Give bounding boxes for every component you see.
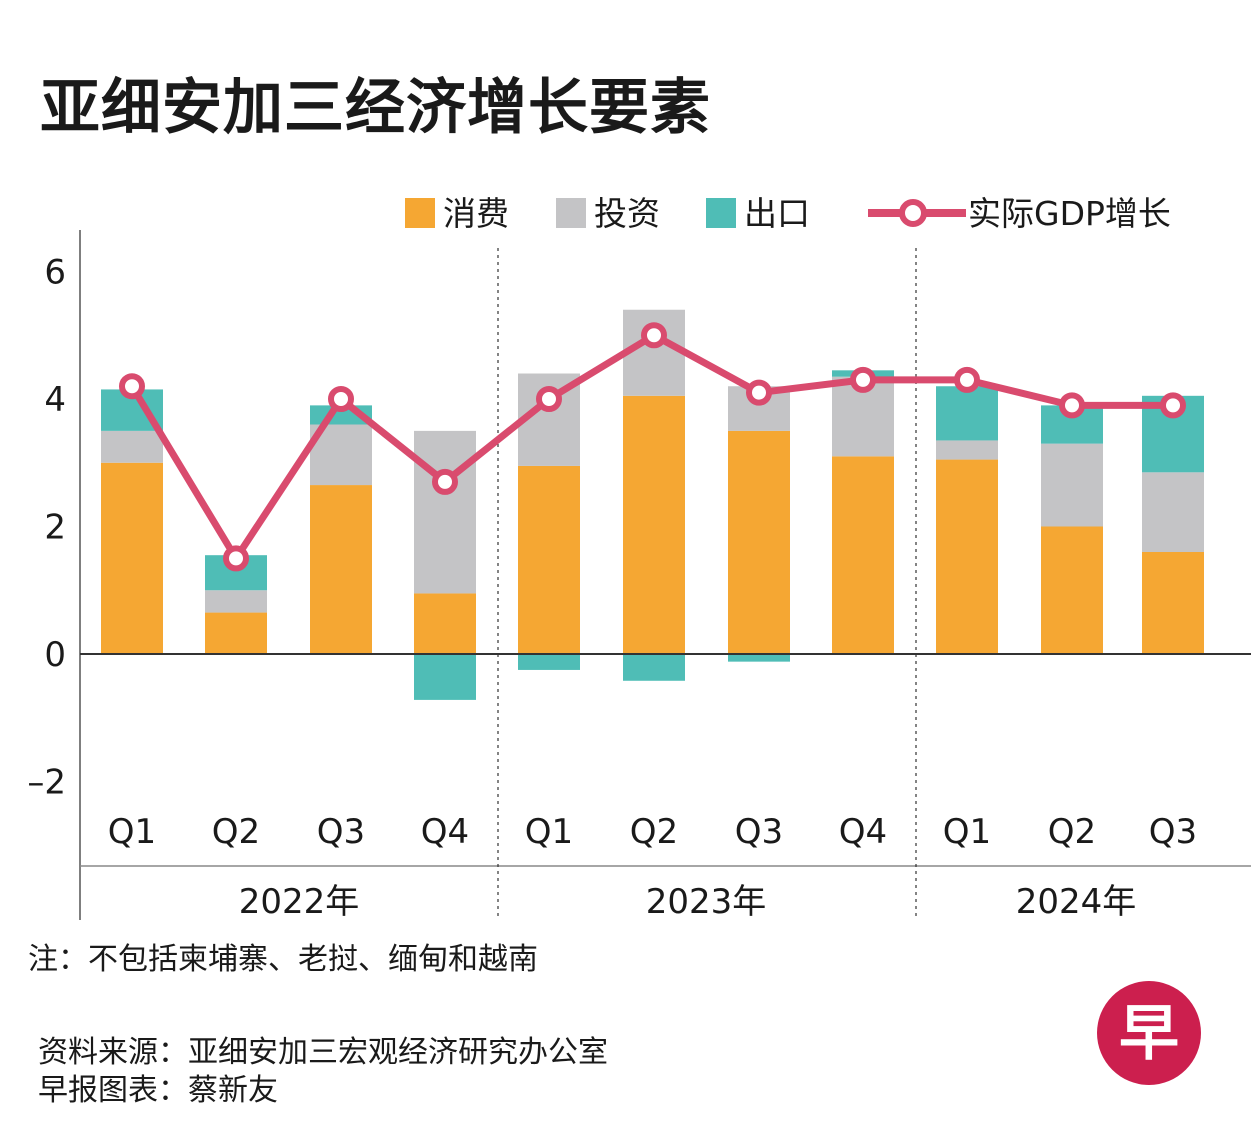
bar-consumption — [936, 459, 998, 654]
y-tick-label: 2 — [44, 508, 66, 548]
x-tick-label: Q3 — [735, 812, 783, 852]
bar-exports — [728, 654, 790, 662]
bar-investment — [414, 430, 476, 594]
year-label: 2022年 — [239, 882, 360, 922]
gdp-point — [641, 322, 667, 349]
legend-marker-gdp — [899, 199, 927, 227]
x-tick-label: Q1 — [943, 812, 991, 852]
gdp-point — [536, 386, 562, 412]
logo-circle — [1097, 981, 1201, 1085]
bar-investment — [205, 590, 267, 613]
bar-exports — [623, 654, 685, 681]
y-tick-label: 6 — [44, 253, 66, 293]
bar-investment — [1142, 472, 1204, 552]
year-labels: 2022年 2023年 2024年 — [239, 882, 1137, 922]
stacked-bar-line-chart: 消费 投资 出口 实际GDP增长 6 4 2 0 –2 Q1 Q2 Q3 Q4 Q1 Q2 Q3 Q4… — [27, 194, 1251, 922]
x-tick-label: Q2 — [212, 812, 260, 852]
bar-consumption — [414, 593, 476, 654]
gdp-point — [850, 366, 876, 393]
logo-character: 早 — [1119, 999, 1179, 1069]
credit-line: 早报图表：蔡新友 — [38, 1072, 278, 1108]
bar-exports — [936, 386, 998, 441]
bar-consumption — [310, 485, 372, 654]
legend-swatch-consumption — [405, 198, 435, 228]
bars — [101, 309, 1204, 700]
legend: 消费 投资 出口 实际GDP增长 — [405, 194, 1171, 233]
zaobao-logo: 早 — [1097, 981, 1201, 1085]
bar-investment — [101, 430, 163, 463]
x-tick-label: Q3 — [317, 812, 365, 852]
bar-consumption — [205, 612, 267, 654]
gdp-point — [746, 379, 772, 406]
legend-swatch-exports — [706, 198, 736, 228]
legend-label-gdp: 实际GDP增长 — [968, 194, 1171, 233]
x-tick-label: Q3 — [1149, 812, 1197, 852]
y-tick-label: 4 — [44, 380, 66, 420]
gdp-point — [328, 386, 354, 412]
x-tick-label: Q1 — [108, 812, 156, 852]
source-credits: 资料来源：亚细安加三宏观经济研究办公室 早报图表：蔡新友 — [38, 1034, 608, 1110]
bar-consumption — [518, 465, 580, 654]
y-tick-label: –2 — [27, 763, 66, 803]
y-axis-ticks: 6 4 2 0 –2 — [27, 253, 66, 803]
gdp-point — [223, 545, 249, 572]
bar-exports — [518, 654, 580, 670]
bar-consumption — [832, 456, 894, 654]
legend-label-consumption: 消费 — [443, 194, 509, 233]
chart-note: 注：不包括柬埔寨、老挝、缅甸和越南 — [28, 942, 538, 977]
gdp-point — [1160, 392, 1186, 419]
y-tick-label: 0 — [44, 635, 66, 675]
gdp-point — [954, 366, 980, 393]
x-tick-label: Q4 — [839, 812, 887, 852]
gdp-growth-line — [119, 322, 1186, 572]
bar-consumption — [1142, 552, 1204, 654]
source-line: 资料来源：亚细安加三宏观经济研究办公室 — [38, 1035, 608, 1070]
bar-investment — [936, 440, 998, 460]
x-tick-label: Q2 — [630, 812, 678, 852]
gdp-point — [119, 373, 145, 400]
bar-consumption — [1041, 526, 1103, 654]
year-label: 2024年 — [1016, 882, 1137, 922]
x-tick-label: Q1 — [525, 812, 573, 852]
bar-consumption — [728, 430, 790, 654]
year-label: 2023年 — [646, 882, 767, 922]
bar-exports — [414, 654, 476, 700]
bar-consumption — [623, 395, 685, 654]
chart-title: 亚细安加三经济增长要素 — [40, 73, 711, 143]
gdp-point — [432, 468, 458, 495]
legend-swatch-investment — [556, 198, 586, 228]
x-tick-label: Q4 — [421, 812, 469, 852]
legend-label-exports: 出口 — [744, 194, 810, 233]
legend-label-investment: 投资 — [594, 194, 660, 233]
bar-investment — [1041, 443, 1103, 527]
quarter-labels: Q1 Q2 Q3 Q4 Q1 Q2 Q3 Q4 Q1 Q2 Q3 — [108, 812, 1197, 852]
gdp-point — [1059, 392, 1085, 419]
bar-consumption — [101, 462, 163, 654]
x-tick-label: Q2 — [1048, 812, 1096, 852]
